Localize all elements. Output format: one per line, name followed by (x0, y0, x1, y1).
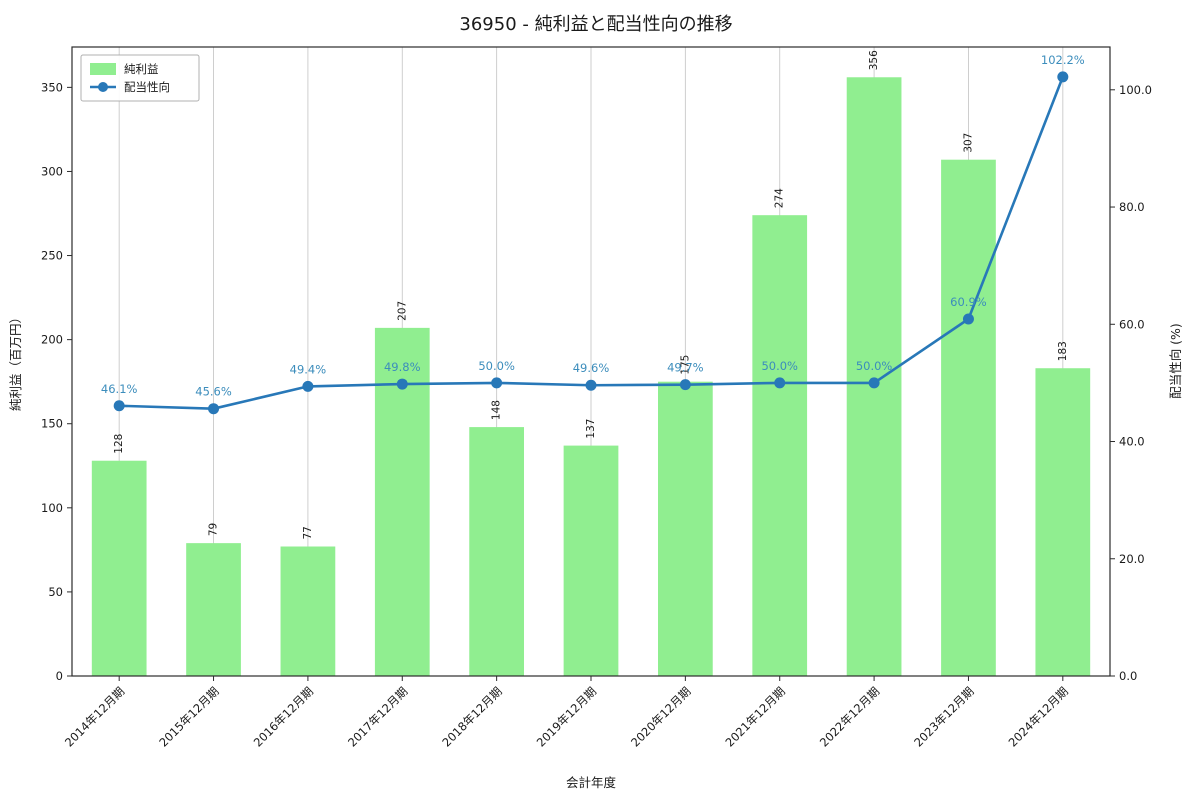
net-profit-bar (846, 77, 902, 677)
left-tick-label: 100 (41, 501, 63, 515)
payout-ratio-marker (491, 377, 503, 389)
payout-ratio-label: 49.8% (384, 360, 421, 374)
bar-value-label: 356 (868, 50, 880, 70)
right-tick-label: 80.0 (1119, 200, 1145, 214)
x-tick-label: 2022年12月期 (817, 684, 882, 749)
x-tick-label: 2023年12月期 (911, 684, 976, 749)
payout-ratio-marker (113, 400, 125, 412)
bar-value-label: 137 (585, 419, 597, 439)
bar-value-label: 79 (208, 523, 220, 536)
payout-ratio-marker (396, 378, 408, 390)
payout-ratio-marker (868, 377, 880, 389)
x-axis-label: 会計年度 (566, 775, 617, 790)
net-profit-bar (563, 445, 619, 676)
net-profit-bar (657, 381, 713, 676)
x-tick-label: 2018年12月期 (439, 684, 504, 749)
left-axis-label: 純利益（百万円） (8, 311, 23, 411)
left-tick-label: 150 (41, 417, 63, 431)
bar-value-label: 307 (962, 133, 974, 153)
left-tick-label: 250 (41, 249, 63, 263)
payout-ratio-marker (774, 377, 786, 389)
chart-generated-layer: 128 79 77 207 148 137 175 274 356 307 183 0 50 100 150… (41, 46, 1152, 750)
payout-ratio-label: 45.6% (195, 385, 232, 399)
payout-ratio-label: 46.1% (101, 382, 138, 396)
net-profit-bar (91, 460, 147, 676)
payout-ratio-marker (585, 379, 597, 391)
legend-label-payout: 配当性向 (124, 80, 170, 94)
bar-value-label: 175 (679, 355, 691, 375)
payout-ratio-label: 50.0% (761, 359, 798, 373)
net-profit-bar (752, 215, 808, 676)
bar-value-label: 77 (302, 526, 314, 539)
payout-ratio-label: 50.0% (478, 359, 515, 373)
legend-marker-swatch (98, 82, 108, 92)
x-tick-label: 2015年12月期 (156, 684, 221, 749)
right-tick-label: 40.0 (1119, 435, 1145, 449)
left-tick-label: 50 (48, 585, 63, 599)
payout-ratio-marker (679, 379, 691, 391)
right-axis-label: 配当性向 (%) (1168, 323, 1183, 399)
net-profit-bar (280, 546, 336, 676)
bar-value-label: 274 (774, 188, 786, 208)
left-tick-label: 200 (41, 333, 63, 347)
x-tick-label: 2021年12月期 (723, 684, 788, 749)
payout-ratio-label: 49.6% (573, 361, 610, 375)
x-tick-label: 2024年12月期 (1006, 684, 1071, 749)
left-tick-label: 0 (56, 669, 63, 683)
right-tick-label: 60.0 (1119, 317, 1145, 331)
net-profit-bar (186, 543, 241, 676)
payout-ratio-label: 49.4% (290, 362, 327, 376)
right-tick-label: 0.0 (1119, 669, 1137, 683)
right-tick-label: 20.0 (1119, 552, 1145, 566)
bar-value-label: 183 (1057, 341, 1069, 361)
left-tick-label: 300 (41, 164, 63, 178)
bar-value-label: 128 (113, 434, 125, 454)
x-tick-label: 2014年12月期 (62, 684, 127, 749)
x-tick-label: 2020年12月期 (628, 684, 693, 749)
bar-value-label: 207 (396, 301, 408, 321)
legend-label-net-profit: 純利益 (124, 62, 159, 76)
x-tick-label: 2019年12月期 (534, 684, 599, 749)
bar-value-label: 148 (491, 400, 503, 420)
payout-ratio-label: 49.7% (667, 361, 704, 375)
net-profit-bar (469, 427, 525, 676)
payout-ratio-label: 60.9% (950, 295, 987, 309)
legend-bar-swatch (90, 63, 116, 75)
x-tick-label: 2017年12月期 (345, 684, 410, 749)
payout-ratio-label: 102.2% (1041, 53, 1085, 67)
x-tick-label: 2016年12月期 (251, 684, 316, 749)
net-profit-bar (1035, 368, 1091, 676)
payout-ratio-marker (962, 313, 974, 325)
right-tick-label: 100.0 (1119, 83, 1152, 97)
payout-ratio-marker (302, 380, 314, 392)
net-profit-bar (941, 159, 996, 676)
chart-title: 36950 - 純利益と配当性向の推移 (459, 14, 732, 35)
payout-ratio-label: 50.0% (856, 359, 893, 373)
payout-ratio-marker (1057, 71, 1069, 83)
payout-ratio-marker (208, 403, 220, 415)
left-tick-label: 350 (41, 80, 63, 94)
